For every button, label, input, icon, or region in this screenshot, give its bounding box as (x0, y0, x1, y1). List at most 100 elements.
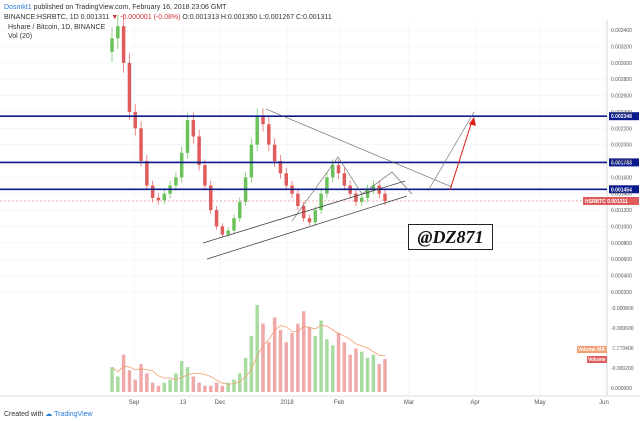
candle-body (319, 193, 323, 211)
y-tick-label: 0.001000 (611, 224, 632, 230)
candle-body (365, 189, 370, 198)
footer-credit: Created with ☁ TradingView (4, 410, 93, 418)
volume-bar (185, 367, 190, 392)
candle-body (226, 230, 230, 235)
candle-body (156, 197, 161, 201)
y-tick-label: 0.000600 (611, 257, 632, 263)
candle-body (255, 116, 259, 145)
candle-body (220, 226, 225, 235)
volume-bar (110, 367, 114, 392)
volume-bar (342, 342, 347, 392)
publisher-user-link[interactable]: Dosmkt1 (4, 4, 32, 11)
x-tick-label: Jun (599, 400, 609, 406)
y-tick-label: 0.000200 (611, 290, 632, 296)
volume-bar (209, 385, 213, 392)
volume-bar (150, 382, 155, 392)
candle-body (360, 197, 364, 202)
y-tick-label: 0.000400 (611, 273, 632, 279)
y-tick-label: 0.003000 (611, 61, 632, 67)
volume-ma-tag (577, 346, 607, 353)
volume-bar (226, 382, 230, 392)
candle-body (121, 26, 126, 63)
tradingview-logo-icon: ☁ (45, 411, 53, 418)
volume-y-tick-label: -0.000400 (611, 346, 634, 352)
candle-body (238, 201, 242, 219)
candle-body (313, 210, 318, 223)
x-tick-label: 2018 (280, 400, 294, 406)
candle-body (249, 144, 254, 178)
volume-bar (220, 385, 225, 392)
volume-ma-line (111, 324, 386, 385)
volume-bar (255, 305, 259, 392)
volume-bar (354, 348, 358, 392)
volume-bar (203, 385, 207, 392)
volume-bar (325, 339, 329, 392)
candle-body (203, 165, 207, 186)
projection-arrowhead (469, 117, 476, 126)
publisher-line: Dosmkt1 published on TradingView.com, Fe… (4, 3, 226, 12)
candle-body (179, 152, 184, 178)
symbol-change: ▼ -0.000001 (-0.08%) (111, 14, 183, 21)
volume-bar (162, 382, 167, 392)
volume-bar (383, 359, 387, 392)
y-tick-label: 0.001400 (611, 192, 632, 198)
x-tick-label: Dec (215, 400, 226, 406)
symbol-info-line: BINANCE:HSRBTC, 1D 0.001311 ▼ -0.000001 … (4, 13, 332, 22)
volume-bar (365, 357, 370, 392)
y-tick-label: 0.001600 (611, 175, 632, 181)
volume-bar (371, 354, 376, 392)
volume-bar (116, 376, 120, 392)
candle-body (296, 193, 300, 206)
volume-bar (133, 379, 137, 392)
candle-body (261, 116, 265, 125)
trendline-drawings (202, 108, 453, 260)
support-trendline (202, 180, 406, 244)
y-tick-label: 0.003400 (611, 28, 632, 34)
lower-channel-line (206, 195, 408, 260)
volume-bar (377, 364, 381, 392)
candle-body (162, 193, 167, 201)
candle-body (110, 38, 114, 52)
y-tick-label: 0.002800 (611, 77, 632, 83)
candle-body (116, 26, 120, 39)
candle-body (191, 120, 196, 137)
volume-bar (296, 323, 300, 392)
volume-y-tick-label: -0.000600 (611, 326, 634, 332)
footer-brand-link[interactable]: TradingView (54, 411, 93, 418)
projection-path-grey (427, 111, 475, 192)
y-tick-label: 0.002400 (611, 110, 632, 116)
candle-body (209, 185, 213, 211)
y-tick-label: 0.003200 (611, 45, 632, 51)
candle-body (267, 124, 271, 145)
wave-pattern (291, 156, 413, 222)
footer-prefix: Created with (4, 411, 44, 418)
volume-bar (319, 320, 323, 392)
volume-bar (191, 376, 196, 392)
x-tick-label: Feb (334, 400, 345, 406)
candle-body (325, 177, 329, 194)
level-price-label: 0.001454 (611, 187, 632, 193)
volume-bar (243, 357, 248, 392)
last-price-label: HSRBTC 0.001311 (585, 199, 628, 205)
candle-body (150, 185, 155, 198)
level-price-tag (609, 158, 639, 167)
publisher-text: published on TradingView.com, February 1… (31, 4, 227, 11)
volume-legend[interactable]: Vol (20) (8, 33, 33, 40)
x-tick-label: Mar (404, 400, 414, 406)
candle-body (127, 62, 132, 112)
candle-body (330, 165, 335, 178)
volume-bar (336, 332, 341, 392)
candle-body (284, 173, 288, 186)
volume-bar (267, 342, 271, 392)
symbol-ohlc: O:0.001313 H:0.001350 L:0.001267 C:0.001… (182, 14, 332, 21)
level-price-tag (609, 185, 639, 194)
series-legend[interactable]: Hshare / Bitcoin, 1D, BINANCE (8, 24, 106, 31)
volume-bar (284, 342, 288, 392)
volume-ma-tag-label: Volume MA 1.472M (578, 347, 623, 353)
volume-bar (168, 379, 172, 392)
volume-bar (214, 382, 219, 392)
volume-tag-label: Volume 1.063M (588, 357, 624, 363)
candle-body (133, 111, 137, 129)
volume-bar (290, 332, 294, 392)
